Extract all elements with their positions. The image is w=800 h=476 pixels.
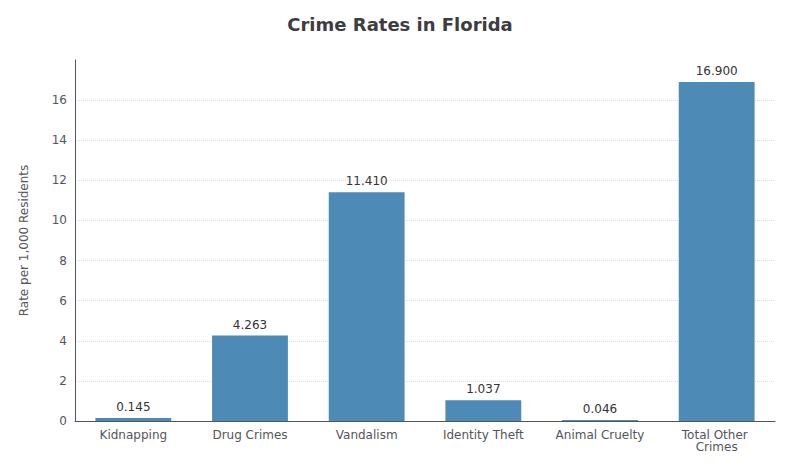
svg-text:12: 12 xyxy=(52,173,67,187)
svg-text:16.900: 16.900 xyxy=(696,64,738,78)
svg-text:Vandalism: Vandalism xyxy=(336,428,398,442)
svg-text:0.046: 0.046 xyxy=(583,402,617,416)
svg-text:Crime Rates in Florida: Crime Rates in Florida xyxy=(287,14,512,35)
svg-text:16: 16 xyxy=(52,93,67,107)
svg-text:Identity Theft: Identity Theft xyxy=(443,428,524,442)
svg-text:0.145: 0.145 xyxy=(116,400,150,414)
svg-text:4: 4 xyxy=(59,334,67,348)
svg-text:6: 6 xyxy=(59,294,67,308)
svg-text:10: 10 xyxy=(52,213,67,227)
svg-text:8: 8 xyxy=(59,254,67,268)
svg-text:Total Other: Total Other xyxy=(681,428,752,442)
svg-text:11.410: 11.410 xyxy=(346,174,388,188)
svg-text:Crimes: Crimes xyxy=(696,440,738,454)
svg-text:Drug Crimes: Drug Crimes xyxy=(212,428,287,442)
svg-text:2: 2 xyxy=(59,374,67,388)
svg-text:4.263: 4.263 xyxy=(233,318,267,332)
svg-text:1.037: 1.037 xyxy=(466,382,500,396)
svg-text:Rate per 1,000 Residents: Rate per 1,000 Residents xyxy=(17,165,31,317)
svg-text:Kidnapping: Kidnapping xyxy=(100,428,168,442)
svg-text:Animal Cruelty: Animal Cruelty xyxy=(556,428,645,442)
svg-text:0: 0 xyxy=(59,414,67,428)
svg-text:14: 14 xyxy=(52,133,67,147)
